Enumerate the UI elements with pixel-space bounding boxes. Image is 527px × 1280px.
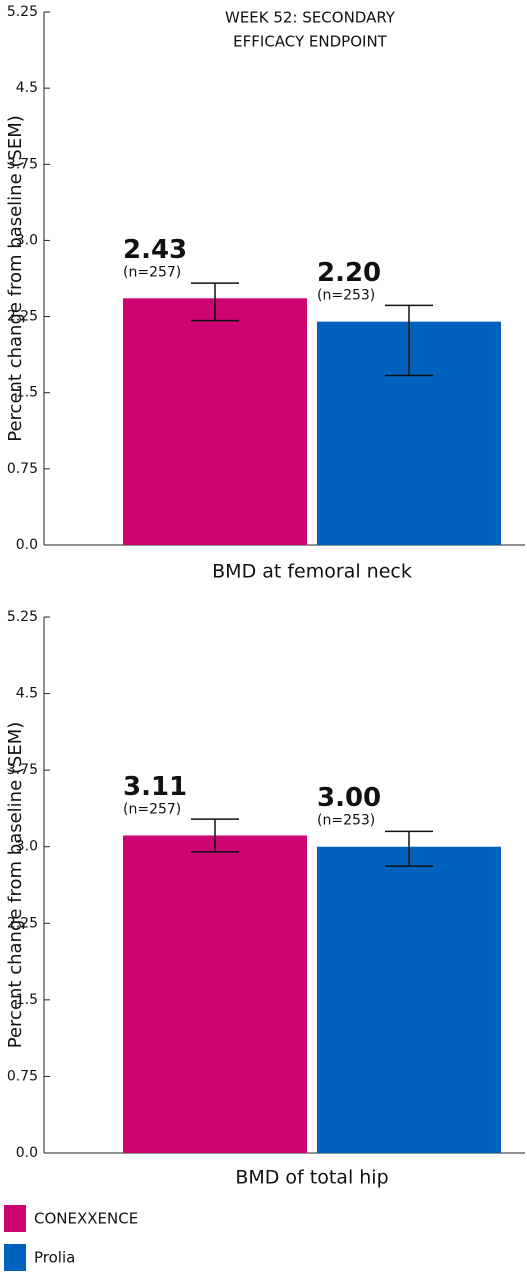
y-tick-label: 4.5 [16, 80, 38, 96]
y-tick-label: 1.5 [16, 992, 38, 1008]
n-label: (n=257) [123, 801, 181, 817]
y-axis-label: Percent change from baseline (SEM) [5, 115, 26, 442]
legend-swatch [4, 1205, 26, 1232]
legend-label: CONEXXENCE [34, 1210, 138, 1228]
y-tick-label: 4.5 [16, 686, 38, 702]
y-tick-label: 0.75 [7, 461, 38, 477]
value-label: 3.00 [317, 783, 381, 813]
value-label: 3.11 [123, 772, 187, 802]
bar [317, 846, 501, 1153]
y-axis-label: Percent change from baseline (SEM) [5, 722, 26, 1049]
x-axis-label: BMD at femoral neck [212, 561, 412, 583]
n-label: (n=257) [123, 264, 181, 280]
y-tick-label: 0.0 [16, 1145, 38, 1161]
y-tick-label: 3.0 [16, 232, 38, 248]
y-tick-label: 5.25 [7, 609, 38, 625]
y-tick-label: 0.0 [16, 537, 38, 553]
annotation: EFFICACY ENDPOINT [233, 33, 388, 51]
y-tick-label: 5.25 [7, 4, 38, 20]
y-tick-label: 3.0 [16, 839, 38, 855]
y-tick-label: 2.25 [7, 915, 38, 931]
bar [123, 298, 307, 545]
y-tick-label: 2.25 [7, 309, 38, 325]
value-label: 2.20 [317, 258, 381, 288]
value-label: 2.43 [123, 235, 187, 265]
annotation: WEEK 52: SECONDARY [225, 9, 396, 27]
y-tick-label: 3.75 [7, 156, 38, 172]
legend-label: Prolia [34, 1249, 75, 1267]
n-label: (n=253) [317, 288, 375, 304]
x-axis-label: BMD of total hip [235, 1167, 388, 1189]
n-label: (n=253) [317, 813, 375, 829]
y-tick-label: 3.75 [7, 762, 38, 778]
y-tick-label: 1.5 [16, 385, 38, 401]
legend-swatch [4, 1244, 26, 1271]
y-tick-label: 0.75 [7, 1068, 38, 1084]
bar [123, 835, 307, 1153]
